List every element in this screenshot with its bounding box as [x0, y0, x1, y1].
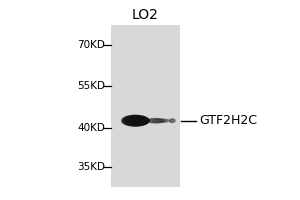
Ellipse shape	[127, 116, 149, 125]
Text: GTF2H2C: GTF2H2C	[199, 114, 257, 127]
Text: 40KD: 40KD	[77, 123, 105, 133]
Ellipse shape	[152, 119, 167, 122]
Ellipse shape	[125, 116, 149, 125]
Ellipse shape	[146, 119, 163, 123]
Text: 35KD: 35KD	[77, 162, 105, 172]
Ellipse shape	[128, 117, 149, 125]
Text: 70KD: 70KD	[77, 40, 105, 50]
Ellipse shape	[130, 117, 149, 124]
Ellipse shape	[123, 116, 149, 126]
Ellipse shape	[155, 119, 168, 122]
Ellipse shape	[149, 119, 165, 123]
Ellipse shape	[133, 118, 150, 123]
Ellipse shape	[169, 119, 175, 122]
Ellipse shape	[160, 120, 172, 122]
Text: 55KD: 55KD	[77, 81, 105, 91]
Ellipse shape	[158, 119, 170, 122]
Ellipse shape	[132, 118, 149, 124]
Text: LO2: LO2	[132, 8, 159, 22]
FancyBboxPatch shape	[111, 25, 180, 187]
Ellipse shape	[122, 115, 148, 126]
